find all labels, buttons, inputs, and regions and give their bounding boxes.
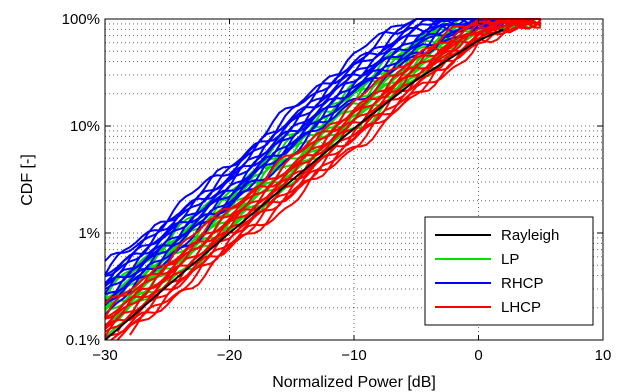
series-line-rhcp	[104, 18, 504, 290]
tick-marks	[104, 18, 604, 341]
x-tick-label: 0	[474, 347, 482, 364]
series-line-rhcp	[104, 18, 504, 287]
y-tick-label: 1%	[78, 225, 100, 242]
y-tick-labels: 0.1% 1% 10% 100%	[62, 11, 100, 349]
legend-label-rhcp: RHCP	[501, 275, 544, 292]
x-tick-label: −20	[217, 347, 242, 364]
series-lines	[104, 17, 542, 341]
x-tick-label: 10	[595, 347, 612, 364]
y-tick-label: 0.1%	[66, 332, 100, 349]
series-line-lhcp	[104, 18, 541, 305]
legend-label-lhcp: LHCP	[501, 299, 541, 316]
x-tick-labels: −30 −20 −10 0 10	[92, 347, 611, 364]
series-line-rayleigh	[104, 28, 504, 341]
y-tick-label: 100%	[62, 11, 100, 28]
series-line-lhcp	[104, 18, 541, 319]
x-tick-label: −30	[92, 347, 117, 364]
series-line-lhcp	[104, 18, 541, 320]
x-tick-label: −10	[341, 347, 366, 364]
series-line-rhcp	[104, 18, 504, 276]
legend: Rayleigh LP RHCP LHCP	[424, 216, 594, 326]
y-tick-label: 10%	[70, 118, 100, 135]
y-axis-label: CDF [-]	[19, 154, 36, 206]
legend-label-lp: LP	[501, 251, 519, 268]
x-axis-label: Normalized Power [dB]	[272, 374, 436, 391]
legend-label-rayleigh: Rayleigh	[501, 227, 559, 244]
